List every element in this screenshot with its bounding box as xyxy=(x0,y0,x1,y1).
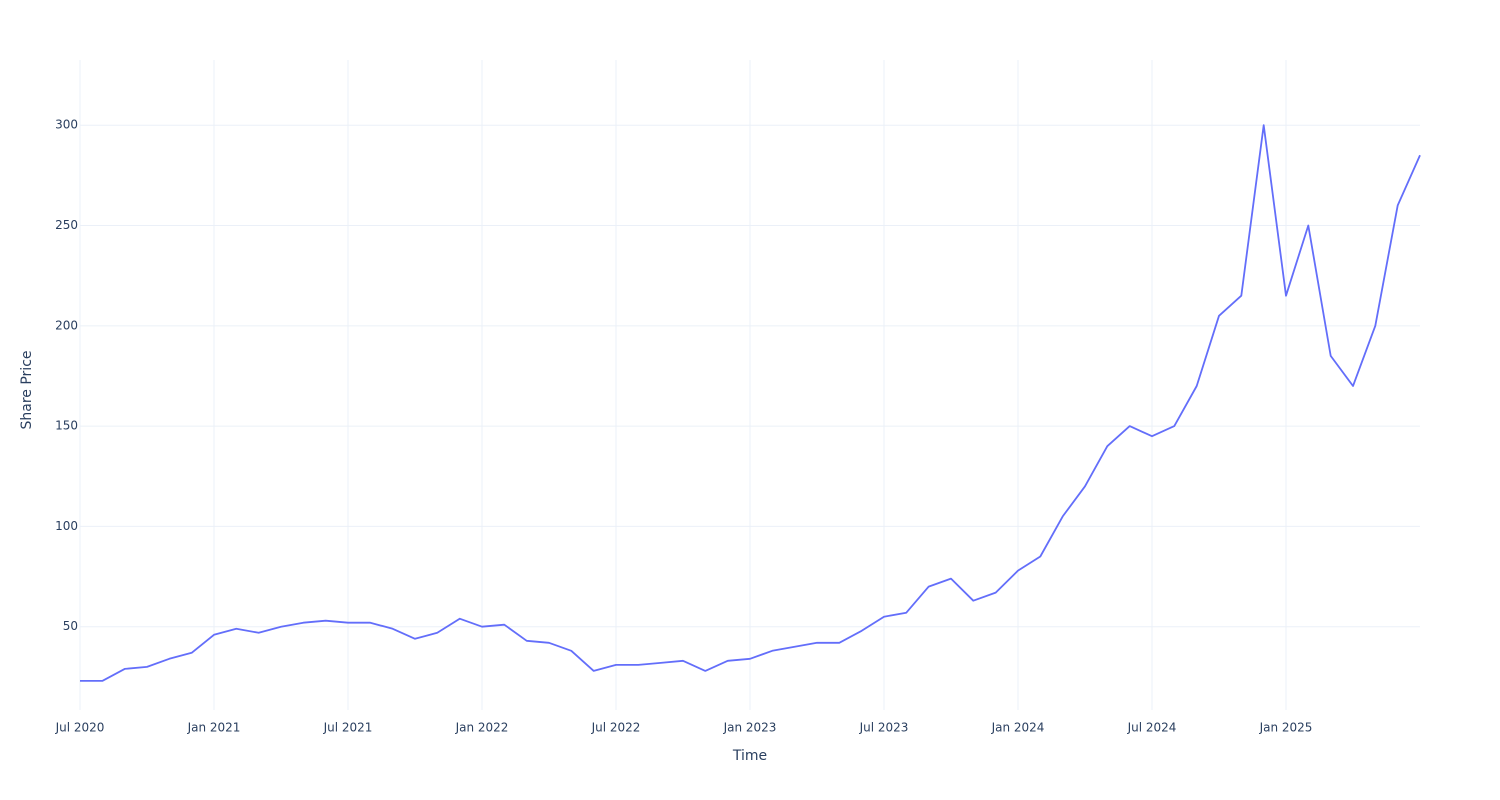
x-tick-label: Jul 2020 xyxy=(55,721,105,735)
x-axis-title: Time xyxy=(732,748,767,764)
y-tick-label: 100 xyxy=(55,519,78,533)
y-tick-label: 300 xyxy=(55,118,78,132)
x-tick-label: Jan 2021 xyxy=(187,721,241,735)
x-tick-label: Jul 2022 xyxy=(591,721,641,735)
x-tick-label: Jan 2023 xyxy=(723,721,777,735)
y-tick-label: 250 xyxy=(55,218,78,232)
x-tick-label: Jul 2023 xyxy=(859,721,909,735)
x-tick-label: Jul 2021 xyxy=(323,721,373,735)
y-tick-label: 150 xyxy=(55,419,78,433)
x-tick-label: Jan 2024 xyxy=(991,721,1045,735)
x-tick-label: Jan 2025 xyxy=(1259,721,1313,735)
x-tick-label: Jul 2024 xyxy=(1127,721,1177,735)
y-tick-label: 200 xyxy=(55,318,78,332)
x-tick-label: Jan 2022 xyxy=(455,721,509,735)
line-series xyxy=(80,124,1421,682)
y-axis-title: Share Price xyxy=(19,350,35,429)
y-tick-label: 50 xyxy=(63,619,78,633)
